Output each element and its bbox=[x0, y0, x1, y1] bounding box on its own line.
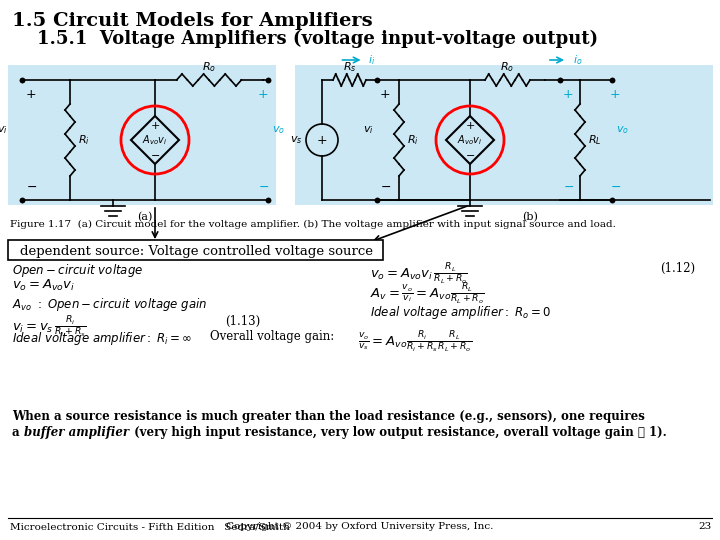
FancyBboxPatch shape bbox=[295, 65, 713, 205]
Text: $Open - circuit\ voltage$: $Open - circuit\ voltage$ bbox=[12, 262, 143, 279]
Text: dependent source: Voltage controlled voltage source: dependent source: Voltage controlled vol… bbox=[19, 245, 372, 258]
Text: $\frac{v_o}{v_s} = A_{vo} \frac{R_i}{R_i + R_s} \frac{R_L}{R_L + R_o}$: $\frac{v_o}{v_s} = A_{vo} \frac{R_i}{R_i… bbox=[358, 330, 472, 355]
Text: +: + bbox=[380, 87, 391, 100]
Text: $A_v = \frac{v_o}{v_i} = A_{vo} \frac{R_L}{R_L + R_o}$: $A_v = \frac{v_o}{v_i} = A_{vo} \frac{R_… bbox=[370, 282, 485, 307]
Text: $R_s$: $R_s$ bbox=[343, 60, 356, 74]
Text: $A_{vo}v_i$: $A_{vo}v_i$ bbox=[457, 133, 482, 147]
Text: $-$: $-$ bbox=[150, 149, 160, 159]
FancyBboxPatch shape bbox=[8, 240, 383, 260]
Text: Figure 1.17  (a) Circuit model for the voltage amplifier. (b) The voltage amplif: Figure 1.17 (a) Circuit model for the vo… bbox=[10, 220, 616, 229]
Text: $i_i$: $i_i$ bbox=[367, 53, 374, 67]
Text: +: + bbox=[610, 87, 621, 100]
Text: 1.5.1  Voltage Amplifiers (voltage input-voltage output): 1.5.1 Voltage Amplifiers (voltage input-… bbox=[12, 30, 598, 48]
FancyBboxPatch shape bbox=[8, 65, 276, 205]
Text: +: + bbox=[563, 87, 574, 100]
Text: $R_i$: $R_i$ bbox=[78, 133, 90, 147]
Text: $-$: $-$ bbox=[258, 179, 269, 192]
Text: (1.12): (1.12) bbox=[660, 262, 695, 275]
Text: $R_i$: $R_i$ bbox=[407, 133, 419, 147]
Text: a: a bbox=[12, 426, 24, 439]
Text: +: + bbox=[150, 121, 160, 131]
Text: $-$: $-$ bbox=[380, 179, 391, 192]
Text: $v_o$: $v_o$ bbox=[272, 124, 285, 136]
Text: $v_i = v_s \,\frac{R_i}{R_i + R_s}$: $v_i = v_s \,\frac{R_i}{R_i + R_s}$ bbox=[12, 315, 86, 340]
Text: $-$: $-$ bbox=[563, 179, 574, 192]
Text: $-$: $-$ bbox=[26, 179, 37, 192]
Text: 23: 23 bbox=[698, 522, 712, 531]
Text: $Ideal\ voltage\ amplifier:\ R_i = \infty$: $Ideal\ voltage\ amplifier:\ R_i = \inft… bbox=[12, 330, 192, 347]
Text: $A_{vo}\ :\ Open - circuit\ voltage\ gain$: $A_{vo}\ :\ Open - circuit\ voltage\ gai… bbox=[12, 296, 207, 313]
Text: $-$: $-$ bbox=[610, 179, 621, 192]
Text: +: + bbox=[465, 121, 474, 131]
Text: $R_o$: $R_o$ bbox=[500, 60, 515, 74]
Text: Microelectronic Circuits - Fifth Edition   Sedra/Smith: Microelectronic Circuits - Fifth Edition… bbox=[10, 522, 290, 531]
Text: $v_i$: $v_i$ bbox=[364, 124, 374, 136]
Text: $v_i$: $v_i$ bbox=[0, 124, 8, 136]
Text: 1.5 Circuit Models for Amplifiers: 1.5 Circuit Models for Amplifiers bbox=[12, 12, 373, 30]
Text: Overall voltage gain:: Overall voltage gain: bbox=[210, 330, 334, 343]
Text: $i_o$: $i_o$ bbox=[573, 53, 582, 67]
Text: $v_o$: $v_o$ bbox=[616, 124, 629, 136]
Text: $v_o = A_{vo} v_i$: $v_o = A_{vo} v_i$ bbox=[12, 278, 75, 293]
Text: +: + bbox=[258, 87, 269, 100]
Text: $A_{vo}v_i$: $A_{vo}v_i$ bbox=[143, 133, 168, 147]
Text: $v_o = A_{vo} v_i \,\frac{R_L}{R_L + R_o}$: $v_o = A_{vo} v_i \,\frac{R_L}{R_L + R_o… bbox=[370, 262, 468, 287]
Text: $R_L$: $R_L$ bbox=[588, 133, 602, 147]
Text: +: + bbox=[317, 133, 328, 146]
Text: (1.13): (1.13) bbox=[225, 315, 260, 328]
Text: +: + bbox=[26, 87, 37, 100]
Text: (b): (b) bbox=[522, 212, 538, 222]
Text: buffer amplifier: buffer amplifier bbox=[24, 426, 129, 439]
Text: $v_s$: $v_s$ bbox=[289, 134, 302, 146]
Text: $-$: $-$ bbox=[465, 149, 475, 159]
Text: Copyright © 2004 by Oxford University Press, Inc.: Copyright © 2004 by Oxford University Pr… bbox=[226, 522, 494, 531]
Text: When a source resistance is much greater than the load resistance (e.g., sensors: When a source resistance is much greater… bbox=[12, 410, 645, 423]
Text: $R_o$: $R_o$ bbox=[202, 60, 216, 74]
Text: (a): (a) bbox=[138, 212, 153, 222]
Text: (very high input resistance, very low output resistance, overall voltage gain ≅ : (very high input resistance, very low ou… bbox=[130, 426, 667, 439]
Text: $Ideal\ voltage\ amplifier:\ R_o = 0$: $Ideal\ voltage\ amplifier:\ R_o = 0$ bbox=[370, 304, 552, 321]
